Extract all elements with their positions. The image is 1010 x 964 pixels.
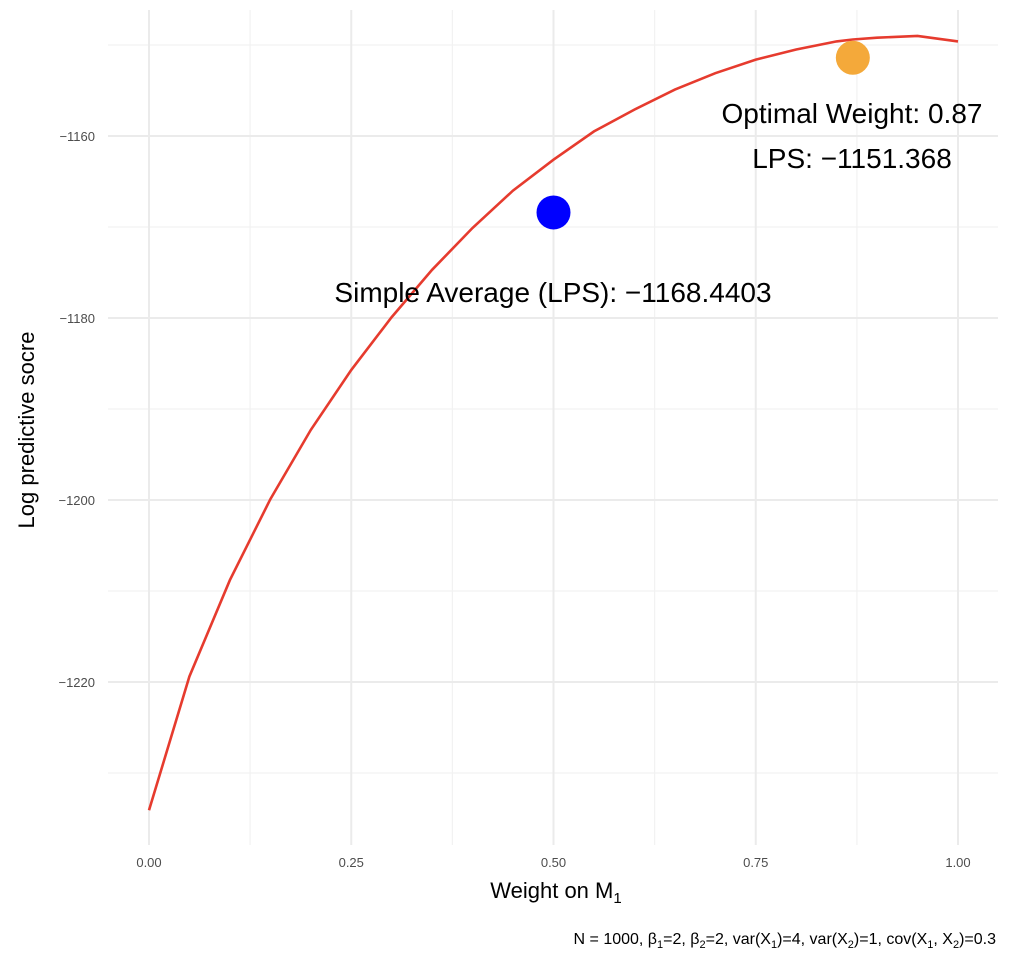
y-tick-label: −1220 (58, 675, 95, 690)
caption-part: )=0.3 (959, 931, 996, 948)
y-tick-label: −1160 (59, 129, 95, 144)
highlight-points (536, 40, 870, 230)
caption-subscript: 2 (699, 939, 705, 951)
caption-part: )=1, cov(X (854, 931, 928, 948)
x-tick-label: 1.00 (945, 855, 970, 870)
caption-part: N = 1000, β (574, 931, 657, 948)
x-axis-ticks: 0.00 0.25 0.50 0.75 1.00 (136, 855, 970, 870)
caption-part: , X (933, 931, 953, 948)
caption: N = 1000, β1=2, β2=2, var(X1)=4, var(X2)… (574, 931, 997, 951)
x-tick-label: 0.25 (339, 855, 364, 870)
caption-subscript: 1 (927, 939, 933, 951)
optimal-lps-annotation: LPS: −1151.368 (752, 143, 952, 174)
caption-subscript: 2 (953, 939, 959, 951)
x-axis-title-subscript: 1 (613, 890, 621, 907)
caption-part: =2, β (663, 931, 699, 948)
caption-subscript: 2 (848, 939, 854, 951)
x-tick-label: 0.75 (743, 855, 768, 870)
optimal-point (835, 40, 870, 75)
simple-average-annotation: Simple Average (LPS): −1168.4403 (334, 277, 771, 308)
optimal-weight-annotation: Optimal Weight: 0.87 (722, 98, 983, 129)
y-tick-label: −1200 (58, 493, 95, 508)
simple-average-point (536, 195, 571, 230)
y-axis-ticks: −1160 −1180 −1200 −1220 (58, 129, 95, 690)
x-axis-title: Weight on M1 (490, 878, 621, 907)
lps-curve (147, 34, 959, 811)
caption-part: =2, var(X (706, 931, 772, 948)
grid (108, 10, 998, 845)
y-tick-label: −1180 (59, 311, 95, 326)
caption-subscript: 1 (657, 939, 663, 951)
caption-part: )=4, var(X (777, 931, 848, 948)
caption-subscript: 1 (771, 939, 777, 951)
y-axis-title: Log predictive socre (14, 332, 39, 529)
x-tick-label: 0.00 (136, 855, 161, 870)
x-axis-title-main: Weight on M (490, 878, 613, 903)
x-tick-label: 0.50 (541, 855, 566, 870)
